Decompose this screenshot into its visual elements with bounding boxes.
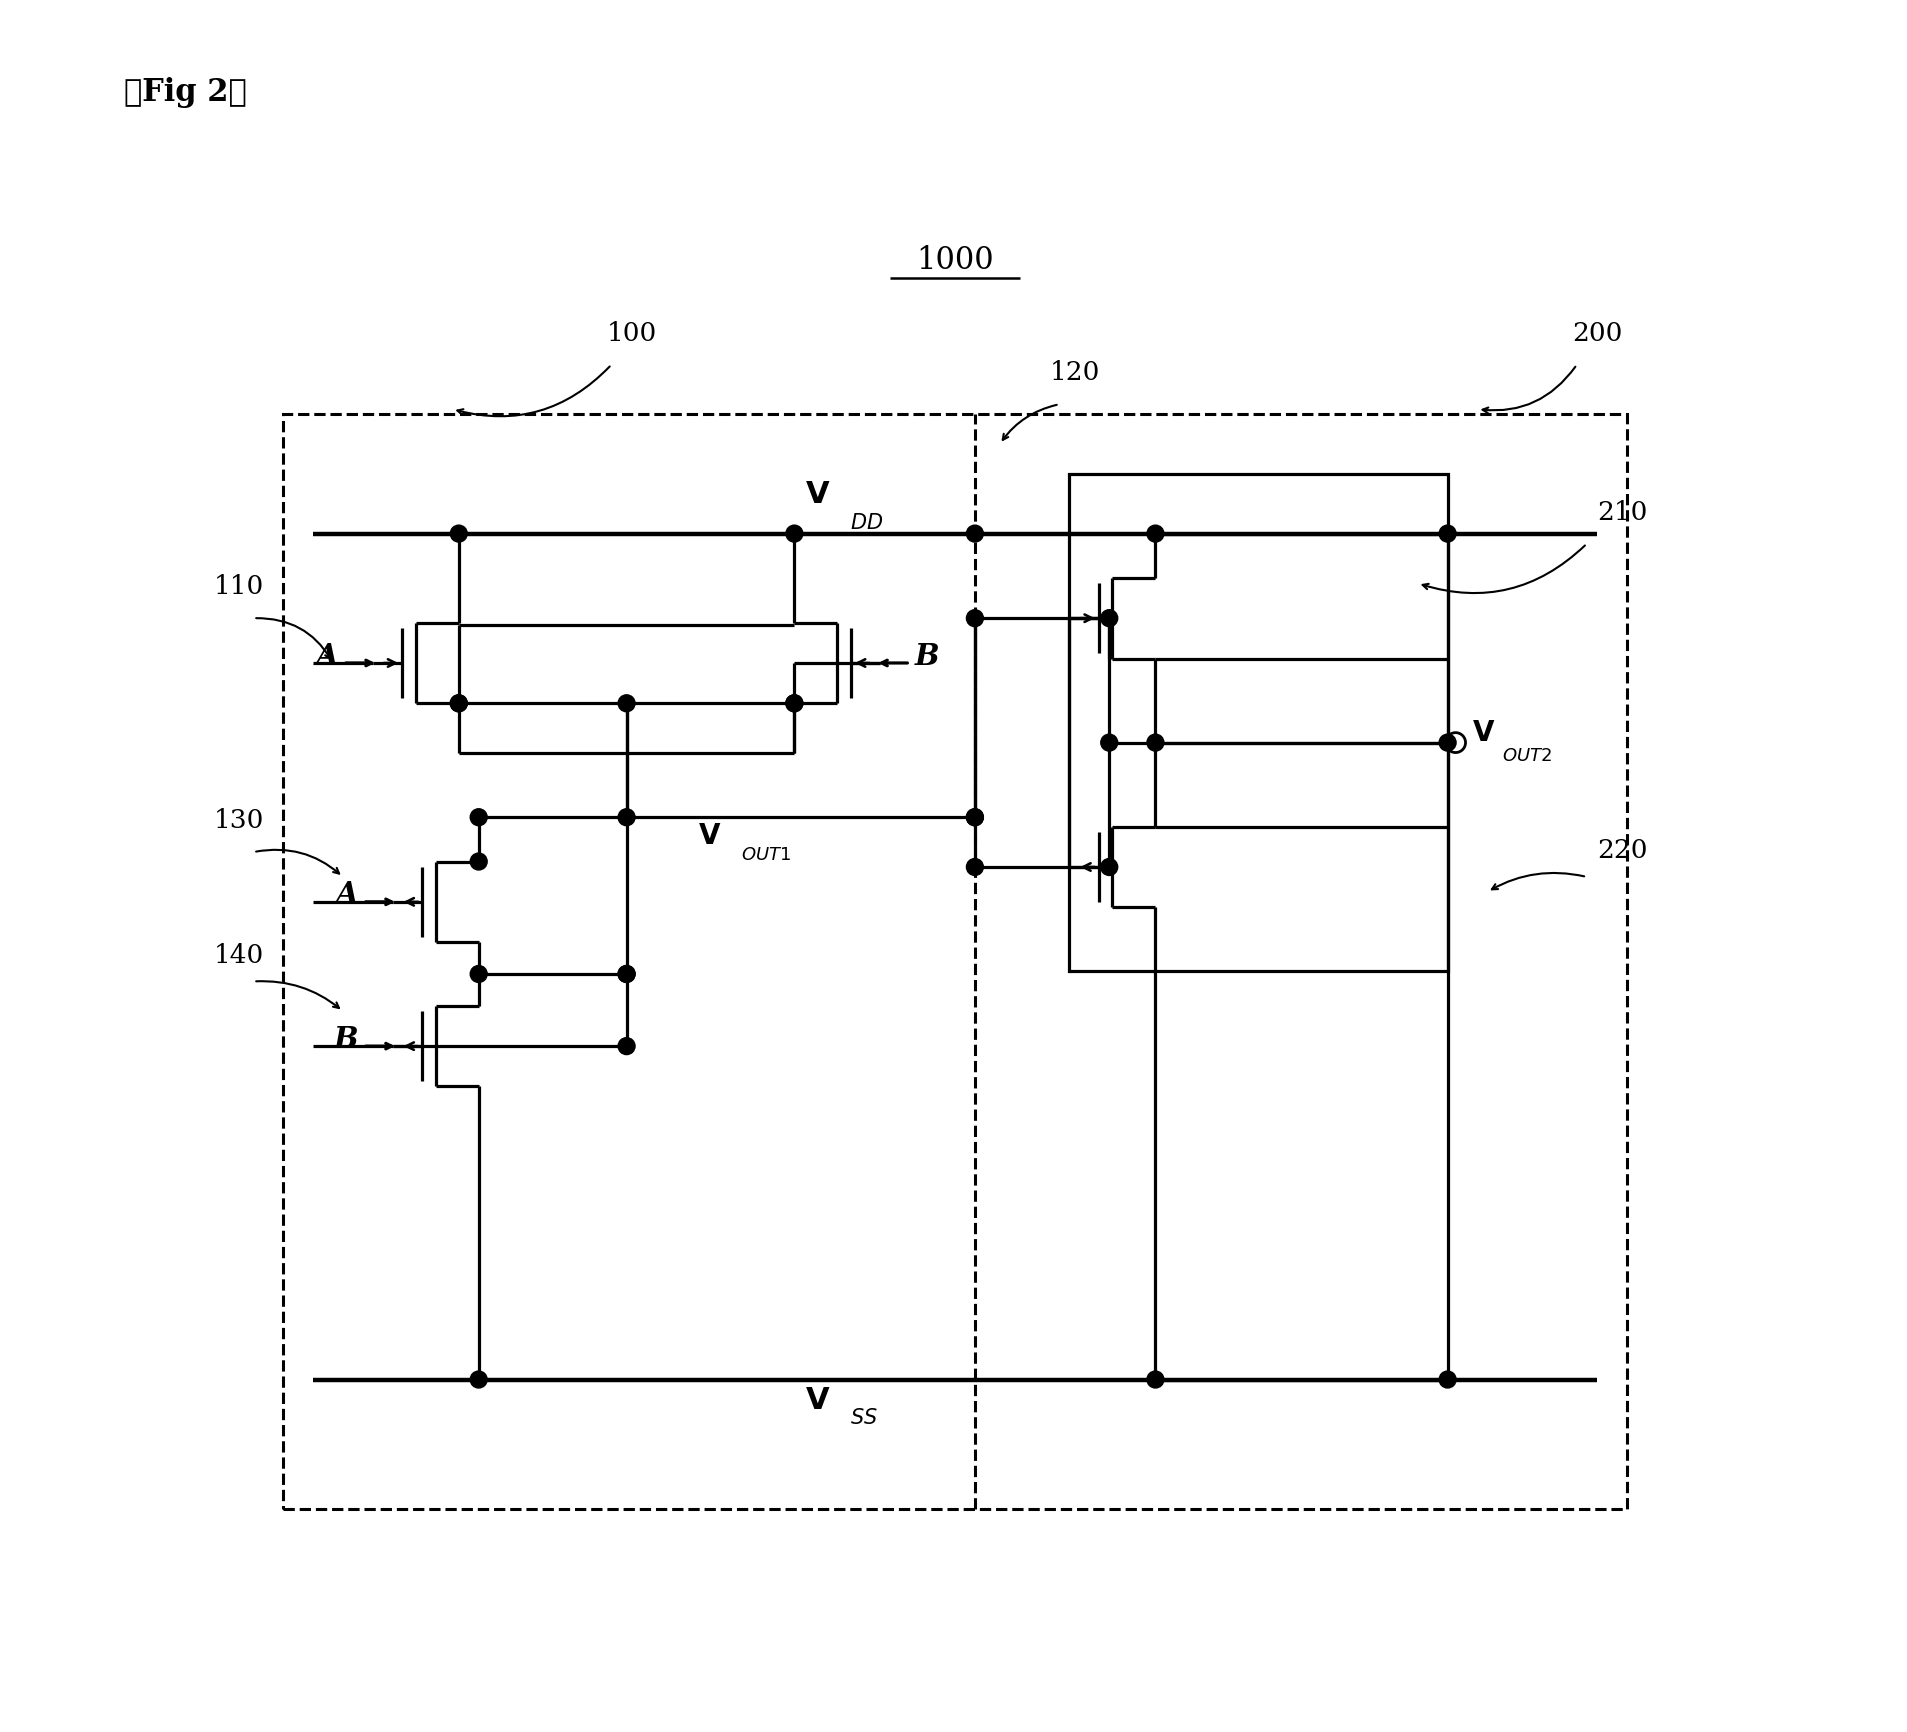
Circle shape (450, 696, 467, 712)
Circle shape (471, 809, 486, 826)
Text: $\mathbf{V}$: $\mathbf{V}$ (1472, 721, 1495, 746)
Circle shape (1440, 1372, 1457, 1387)
Bar (1070, 475, 1447, 972)
Circle shape (967, 809, 984, 826)
Circle shape (1146, 1372, 1163, 1387)
Circle shape (967, 809, 984, 826)
Circle shape (618, 1037, 635, 1055)
Text: 130: 130 (214, 807, 263, 833)
Circle shape (618, 809, 635, 826)
Circle shape (1100, 610, 1118, 627)
Circle shape (618, 696, 635, 712)
Text: 120: 120 (1049, 360, 1100, 385)
Text: 1000: 1000 (915, 244, 994, 275)
Text: 210: 210 (1596, 499, 1648, 525)
Text: B: B (334, 1024, 359, 1053)
Text: $\mathbf{V}$: $\mathbf{V}$ (805, 1384, 831, 1415)
Circle shape (967, 610, 984, 627)
Circle shape (967, 527, 984, 542)
Circle shape (450, 696, 467, 712)
Circle shape (618, 966, 635, 982)
Circle shape (618, 966, 635, 982)
Circle shape (1446, 733, 1465, 753)
Text: A: A (336, 880, 359, 909)
Circle shape (471, 854, 486, 871)
Circle shape (786, 696, 803, 712)
Text: 110: 110 (214, 573, 263, 599)
Text: $\mathit{DD}$: $\mathit{DD}$ (851, 513, 883, 532)
Text: $\mathit{OUT1}$: $\mathit{OUT1}$ (742, 845, 791, 864)
Circle shape (1440, 734, 1457, 752)
Text: $\mathit{SS}$: $\mathit{SS}$ (851, 1408, 879, 1427)
Text: B: B (915, 641, 940, 670)
Circle shape (450, 527, 467, 542)
Circle shape (1100, 859, 1118, 876)
Text: 【Fig 2】: 【Fig 2】 (124, 76, 246, 107)
Circle shape (786, 696, 803, 712)
Circle shape (786, 527, 803, 542)
Circle shape (1146, 734, 1163, 752)
Circle shape (471, 966, 486, 982)
Text: $\mathbf{V}$: $\mathbf{V}$ (698, 823, 721, 850)
Text: 140: 140 (214, 942, 263, 966)
Circle shape (471, 1372, 486, 1387)
Circle shape (1100, 734, 1118, 752)
Bar (284, 416, 1627, 1509)
Text: $\mathit{OUT2}$: $\mathit{OUT2}$ (1503, 746, 1552, 764)
Text: 220: 220 (1596, 838, 1648, 863)
Circle shape (1146, 527, 1163, 542)
Text: A: A (315, 641, 338, 670)
Text: 100: 100 (606, 320, 656, 345)
Text: 200: 200 (1571, 320, 1623, 345)
Circle shape (967, 859, 984, 876)
Circle shape (1440, 527, 1457, 542)
Text: $\mathbf{V}$: $\mathbf{V}$ (805, 478, 831, 509)
